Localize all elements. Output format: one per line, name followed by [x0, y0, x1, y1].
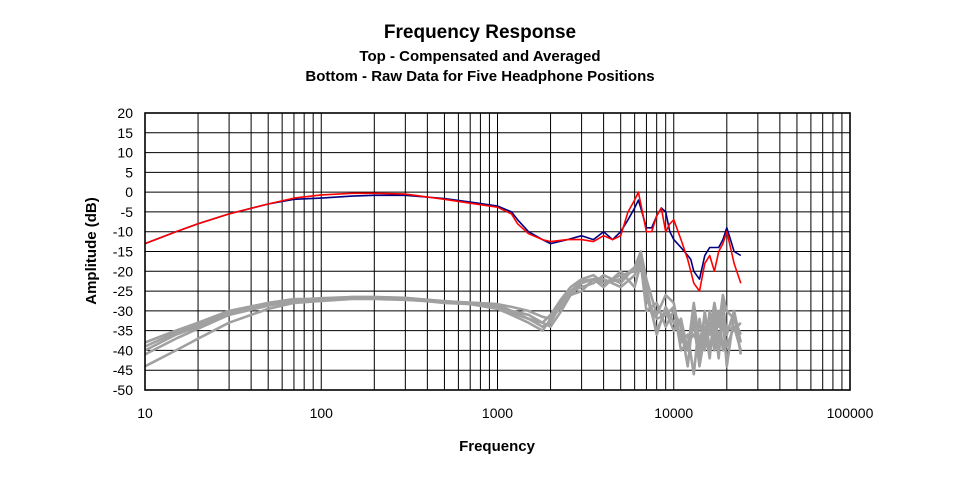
x-axis-label: Frequency	[459, 438, 536, 455]
y-tick-label: 10	[117, 145, 133, 161]
x-tick-label: 100	[310, 405, 334, 421]
y-tick-label: 20	[117, 105, 133, 121]
grid	[144, 112, 851, 391]
y-tick-label: -35	[113, 323, 133, 339]
chart-subtitle-top: Top - Compensated and Averaged	[359, 48, 601, 65]
y-tick-label: 15	[117, 125, 133, 141]
chart-subtitle-bottom: Bottom - Raw Data for Five Headphone Pos…	[305, 68, 655, 85]
x-tick-label: 100000	[827, 405, 874, 421]
y-tick-label: -5	[121, 204, 134, 220]
y-tick-label: -45	[113, 362, 133, 378]
y-tick-label: -10	[113, 224, 133, 240]
y-tick-label: -15	[113, 244, 133, 260]
raw-data-line-6	[144, 254, 743, 368]
plot-frame	[144, 112, 851, 391]
y-tick-labels: 20 15 10 5 0 -5 -10 -15 -20 -25 -30 -35 -40 -45 -50	[113, 105, 133, 398]
y-tick-label: -20	[113, 263, 133, 279]
averaged-line-1	[144, 191, 742, 292]
x-tick-label: 10000	[654, 405, 693, 421]
chart-title: Frequency Response	[383, 22, 577, 43]
averaged-line-0	[144, 194, 742, 281]
y-tick-label: -30	[113, 303, 133, 319]
y-tick-label: -25	[113, 283, 133, 299]
x-tick-labels: 10 100 1000 10000 100000	[137, 405, 873, 421]
y-tick-label: 0	[125, 184, 133, 200]
series-layer	[144, 191, 743, 376]
y-axis-label: Amplitude (dB)	[83, 197, 100, 304]
y-tick-label: -40	[113, 342, 133, 358]
x-tick-label: 10	[137, 405, 153, 421]
x-tick-label: 1000	[482, 405, 513, 421]
y-tick-label: -50	[113, 382, 133, 398]
y-tick-label: 5	[125, 164, 133, 180]
